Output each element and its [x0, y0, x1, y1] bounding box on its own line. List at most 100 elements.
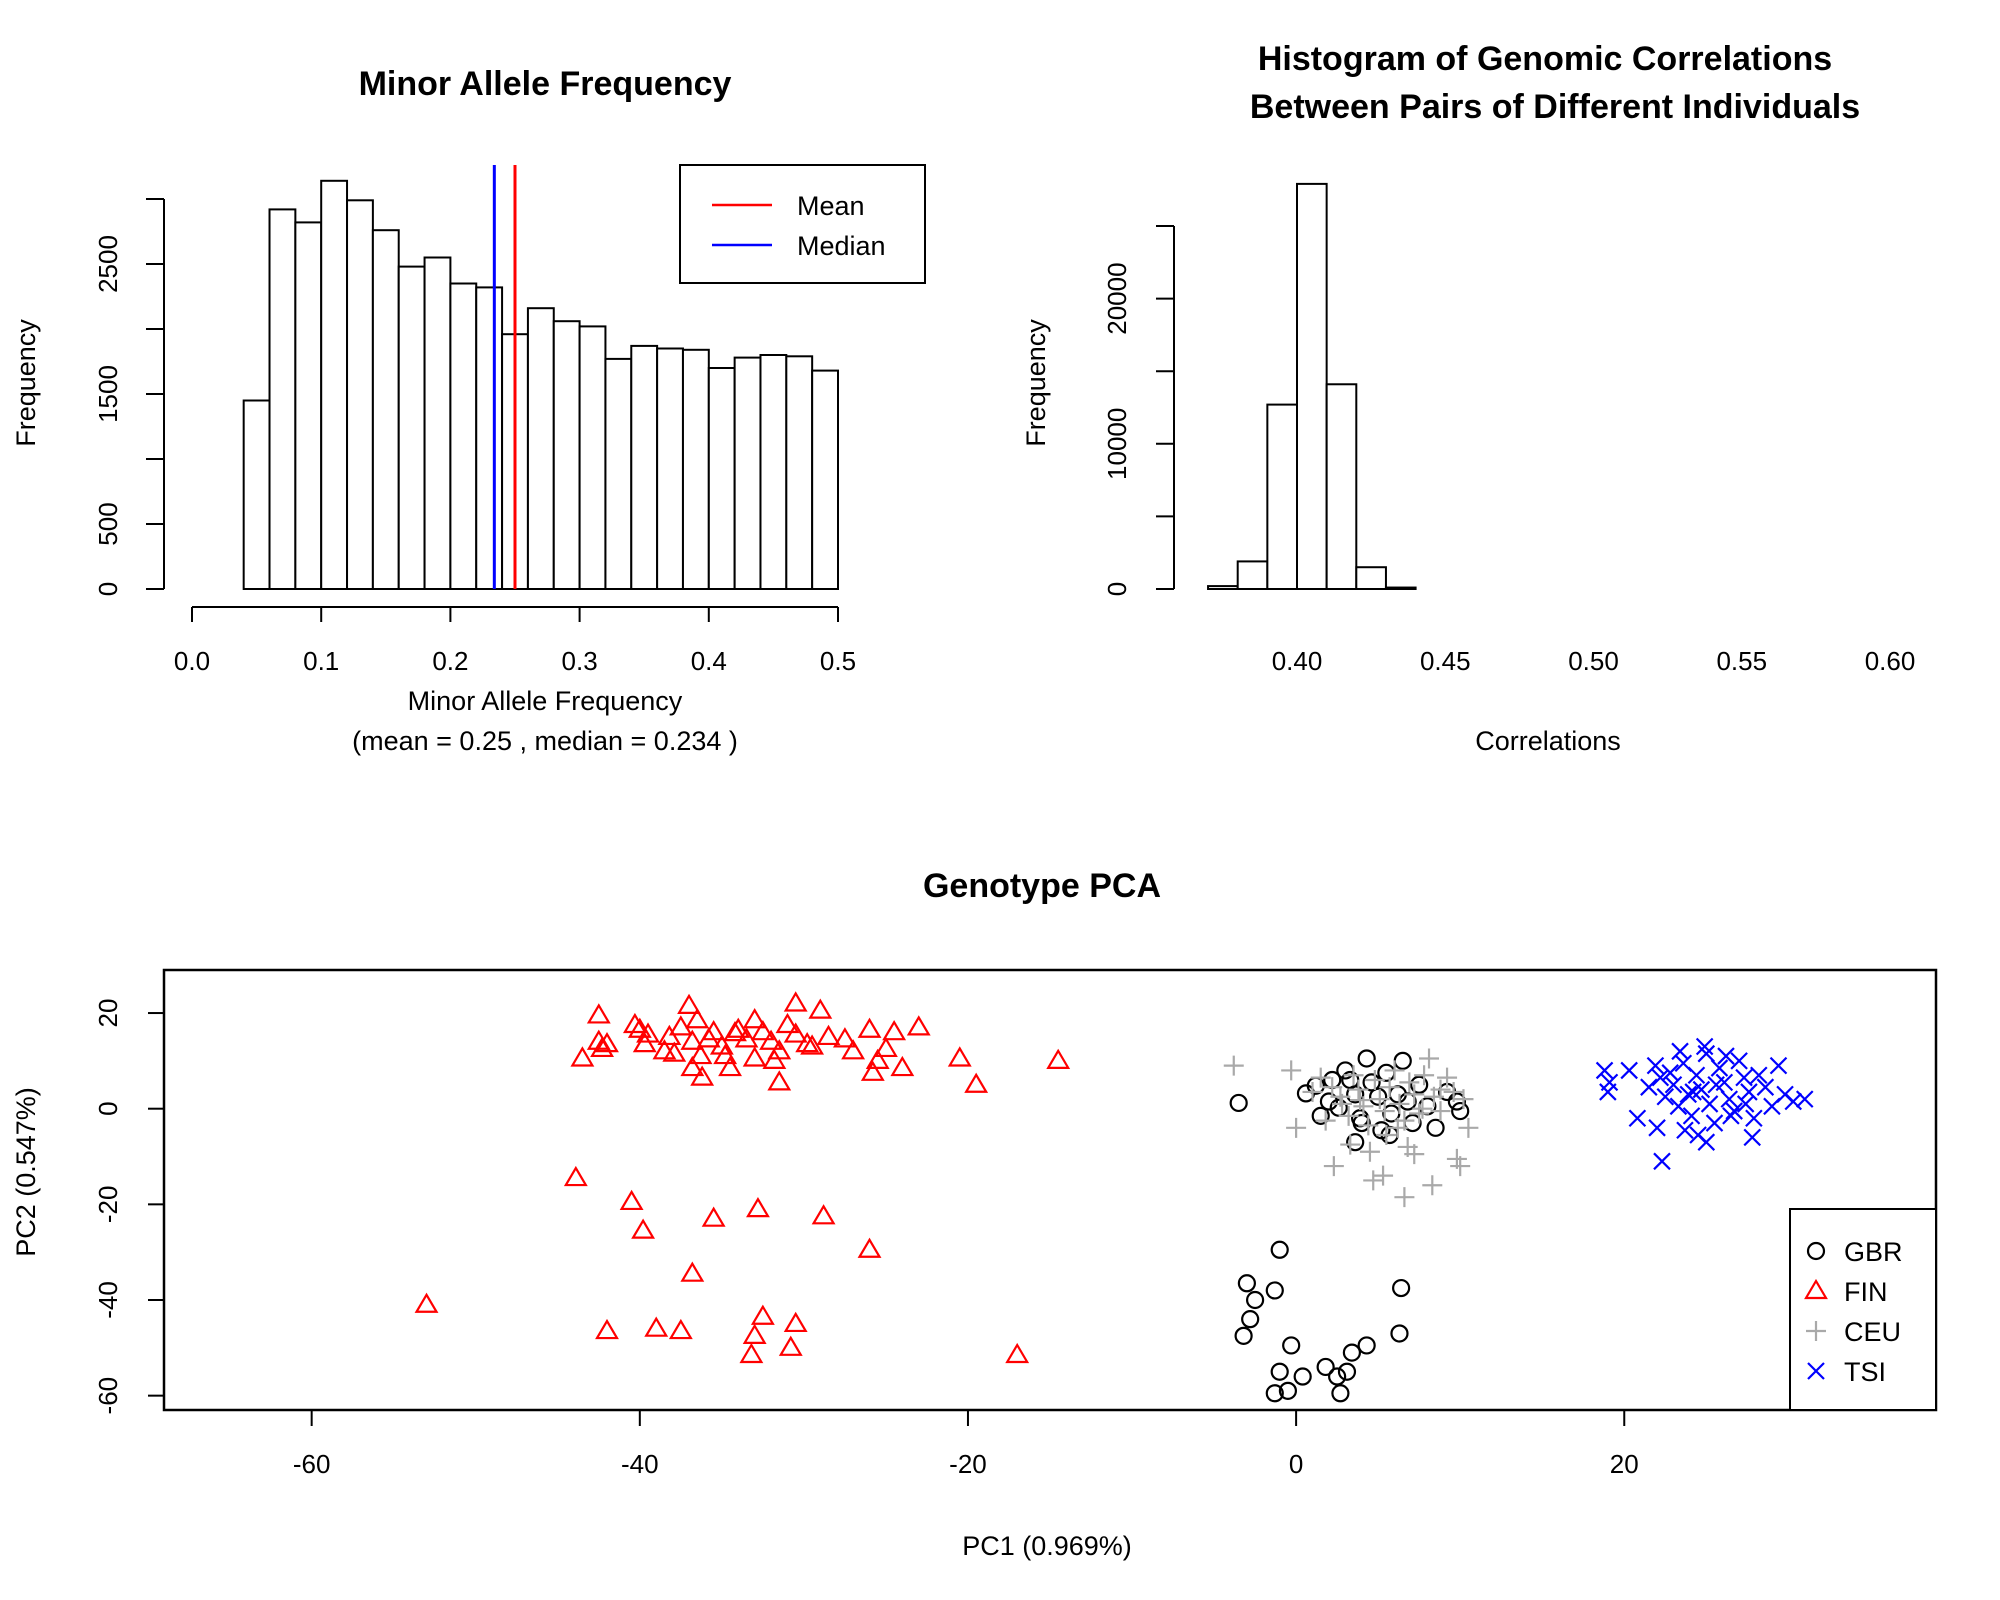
corr-y-axis: 0 10000 20000: [1102, 225, 1175, 596]
corr-x-tick-label: 0.60: [1865, 646, 1916, 676]
pca-point-tsi: [1756, 1078, 1775, 1096]
pca-point-fin: [742, 1323, 767, 1344]
pca-point-tsi: [1620, 1061, 1638, 1080]
pca-point-tsi: [1656, 1087, 1675, 1106]
pca-point-ceu: [1379, 1077, 1400, 1098]
pca-point-fin: [668, 1318, 693, 1340]
pca-point-tsi: [1736, 1095, 1755, 1113]
pca-legend-label-fin: FIN: [1844, 1277, 1888, 1307]
pca-point-ceu: [1458, 1117, 1479, 1138]
pca-legend-label-ceu: CEU: [1844, 1317, 1901, 1347]
pca-point-fin: [857, 1017, 882, 1038]
pca-point-gbr: [1265, 1384, 1284, 1403]
corr-x-tick-label: 0.45: [1420, 646, 1471, 676]
pca-point-fin: [739, 1342, 764, 1364]
pca-point-fin: [947, 1046, 972, 1067]
pca-point-tsi: [1710, 1059, 1729, 1077]
pca-point-fin: [590, 1036, 615, 1058]
pca-x-tick-label: -40: [621, 1449, 659, 1479]
pca-point-tsi: [1648, 1119, 1666, 1137]
maf-bar: [242, 399, 271, 590]
pca-point-gbr: [1346, 1085, 1365, 1104]
pca-point-ceu: [1330, 1086, 1351, 1107]
pca-point-ceu: [1430, 1101, 1451, 1122]
maf-bar: [475, 286, 504, 590]
pca-point-gbr: [1369, 1087, 1388, 1106]
pca-y-tick-label: -20: [93, 1186, 123, 1224]
maf-x-tick-label: 0.5: [820, 646, 856, 676]
pca-x-tick-label: -20: [949, 1449, 987, 1479]
pca-point-ceu: [1374, 1101, 1395, 1122]
pca-point-ceu: [1343, 1065, 1364, 1086]
pca-point-gbr: [1265, 1281, 1284, 1300]
pca-point-ceu: [1399, 1072, 1420, 1093]
maf-x-tick-label: 0.0: [174, 646, 210, 676]
pca-point-ceu: [1348, 1079, 1369, 1100]
pca-point-gbr: [1357, 1336, 1376, 1355]
pca-point-gbr: [1410, 1075, 1429, 1094]
corr-bar: [1384, 586, 1417, 590]
pca-point-fin: [783, 1311, 808, 1333]
pca-point-fin: [668, 1015, 693, 1036]
pca-point-tsi: [1700, 1095, 1719, 1113]
pca-point-fin: [865, 1048, 890, 1069]
pca-point-fin: [595, 1318, 619, 1340]
corr-bar: [1236, 560, 1269, 590]
maf-xlabel: Minor Allele Frequency: [408, 686, 683, 716]
maf-y-axis: 0 500 1500 2500: [93, 198, 165, 596]
maf-x-tick-label: 0.3: [562, 646, 598, 676]
pca-point-gbr: [1451, 1101, 1470, 1121]
pca-point-ceu: [1340, 1134, 1361, 1155]
pca-y-tick-label: -40: [93, 1281, 123, 1319]
pca-legend-label-tsi: TSI: [1844, 1357, 1886, 1387]
pca-point-gbr: [1392, 1278, 1411, 1298]
pca-y-axis: -60 -40 -20 0 20: [93, 999, 164, 1414]
maf-bar: [811, 369, 839, 590]
pca-point-ceu: [1359, 1141, 1380, 1162]
pca-point-fin: [701, 1020, 726, 1041]
maf-bar: [397, 265, 426, 590]
pca-point-fin: [662, 1041, 687, 1062]
pca-y-tick-label: 20: [93, 999, 123, 1028]
pca-point-gbr: [1270, 1362, 1289, 1381]
pca-point-gbr: [1393, 1051, 1412, 1070]
pca-point-tsi: [1599, 1083, 1617, 1101]
pca-point-gbr: [1245, 1290, 1265, 1310]
pca-point-fin: [723, 1020, 747, 1042]
pca-point-ceu: [1422, 1175, 1443, 1196]
pca-point-fin: [746, 1196, 770, 1218]
pca-point-fin: [619, 1189, 644, 1211]
corr-panel: Histogram of Genomic Correlations Betwee…: [1021, 40, 1915, 756]
pca-point-ceu: [1450, 1156, 1471, 1177]
pca-title: Genotype PCA: [923, 867, 1161, 905]
pca-x-axis: -60 -40 -20 0 20: [293, 1410, 1639, 1479]
pca-point-ceu: [1350, 1090, 1371, 1111]
pca-point-tsi: [1651, 1068, 1670, 1087]
pca-point-ceu: [1281, 1060, 1302, 1081]
corr-y-tick-label: 0: [1102, 582, 1132, 596]
pca-point-tsi: [1707, 1076, 1725, 1094]
maf-bar: [552, 320, 581, 590]
pca-point-ceu: [1394, 1187, 1415, 1208]
pca-y-tick-label: 0: [93, 1101, 123, 1115]
maf-x-axis: 0.0 0.1 0.2 0.3 0.4 0.5: [174, 606, 856, 676]
pca-point-tsi: [1664, 1076, 1683, 1094]
pca-point-fin: [563, 1165, 588, 1187]
maf-bar: [785, 355, 814, 590]
pca-point-fin: [841, 1039, 866, 1060]
pca-point-ceu: [1322, 1077, 1343, 1098]
pca-point-tsi: [1717, 1047, 1735, 1065]
pca-point-fin: [570, 1046, 595, 1067]
pca-point-fin: [631, 1218, 656, 1239]
pca-point-fin: [718, 1055, 742, 1077]
pca-point-gbr: [1278, 1381, 1298, 1400]
pca-point-ceu: [1453, 1089, 1474, 1110]
pca-point-fin: [811, 1204, 836, 1225]
pca-series-tsi: [1595, 1037, 1814, 1171]
pca-point-gbr: [1319, 1092, 1339, 1111]
pca-ylabel: PC2 (0.547%): [11, 1087, 41, 1257]
maf-y-tick-label: 0: [93, 582, 123, 596]
pca-point-tsi: [1769, 1056, 1788, 1075]
maf-subtitle: (mean = 0.25 , median = 0.234 ): [352, 726, 738, 756]
corr-bar: [1325, 383, 1358, 590]
